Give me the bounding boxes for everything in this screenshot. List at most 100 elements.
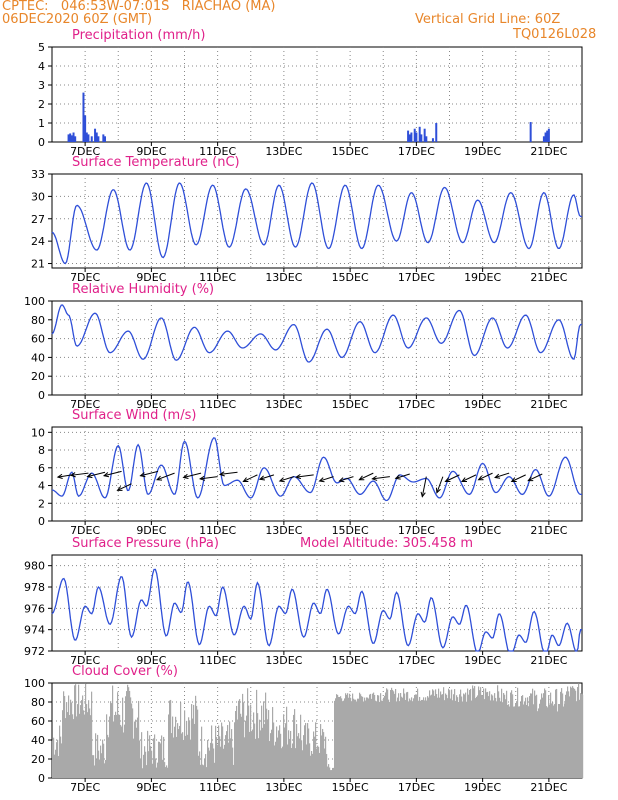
panel-6-cloud-bar	[531, 693, 533, 778]
panel-6-cloud-bar	[557, 711, 559, 778]
panel-6-cloud-bar	[112, 685, 114, 778]
panel-4-wind-arrow	[461, 474, 477, 482]
panel-6-cloud-bar	[514, 706, 516, 778]
panel-1-precip-bar	[407, 130, 410, 142]
panel-6-cloud-bar	[158, 741, 160, 778]
panel-5-title: Surface Pressure (hPa)	[72, 536, 219, 551]
panel-6-cloud-bar	[292, 743, 294, 778]
panel-6-cloud-bar	[124, 724, 126, 778]
panel-6-cloud-bar	[386, 688, 388, 778]
panel-6-cloud-bar	[408, 701, 410, 778]
panel-6-cloud-bar	[215, 725, 217, 778]
panel-6-cloud-bar	[407, 691, 409, 778]
panel-3-series-line	[51, 304, 582, 363]
panel-4-ytick-label: 0	[38, 515, 45, 528]
panel-6-cloud-bar	[468, 694, 470, 778]
panel-6-cloud-bar	[77, 704, 79, 778]
panel-6-cloud-bar	[339, 696, 341, 778]
panel-2-series-line	[51, 182, 582, 265]
panel-6-cloud-bar	[365, 700, 367, 778]
panel-6-cloud-bar	[438, 688, 440, 778]
panel-6-cloud-bar	[203, 765, 205, 778]
panel-6-cloud-bar	[202, 764, 204, 778]
panel-1-ytick-label: 2	[38, 98, 45, 111]
panel-4-wind-arrow-head	[182, 473, 189, 480]
panel-3-xtick-label: 19DEC	[464, 398, 501, 411]
panel-6-cloud-bar	[285, 723, 287, 778]
panel-6-cloud-bar	[88, 700, 90, 778]
panel-6-cloud-bar	[478, 686, 480, 778]
panel-1-xtick-label: 11DEC	[199, 145, 236, 158]
panel-6-cloud-bar	[294, 709, 296, 778]
panel-6-cloud-bar	[186, 720, 188, 778]
panel-6-cloud-bar	[227, 725, 229, 778]
panel-6-cloud-bar	[422, 699, 424, 778]
panel-6-cloud-bar	[433, 690, 435, 778]
panel-6-cloud-bar	[221, 722, 223, 778]
panel-6-cloud-bar	[310, 755, 312, 778]
panel-6-cloud-bar	[570, 686, 572, 778]
panel-6-cloud-bar	[569, 696, 571, 778]
panel-6-cloud-bar	[473, 688, 475, 778]
panel-4-wind-arrow-head	[358, 475, 365, 481]
panel-1-ytick-label: 5	[38, 41, 45, 54]
panel-6-cloud-bar	[293, 714, 295, 778]
panel-6-cloud-bar	[235, 711, 237, 778]
panel-6-cloud-bar	[532, 688, 534, 778]
panel-6-cloud-bar	[469, 690, 471, 778]
panel-6-cloud-bar	[561, 688, 563, 778]
panel-1-precip-bar	[87, 134, 90, 142]
panel-6-cloud-bar	[480, 687, 482, 778]
panel-6-cloud-bar	[495, 697, 497, 778]
panel-6-cloud-bar	[230, 738, 232, 778]
panel-6-cloud-bar	[524, 701, 526, 778]
panel-6-cloud-bar	[133, 738, 135, 778]
panel-6-cloud-bar	[106, 714, 108, 778]
panel-6-cloud-bar	[374, 694, 376, 778]
panel-6-cloud-bar	[251, 731, 253, 778]
panel-6-cloud-bar	[410, 700, 412, 778]
panel-6-cloud-bar	[460, 689, 462, 778]
panel-6-cloud-bar	[400, 693, 402, 778]
panel-6-cloud-bar	[283, 714, 285, 778]
panel-4-xtick-label: 17DEC	[398, 524, 435, 537]
panel-2-frame	[51, 173, 583, 269]
panel-6-cloud-bar	[372, 693, 374, 778]
panel-2-xtick-label: 7DEC	[70, 271, 100, 284]
panel-6-cloud-bar	[99, 759, 101, 778]
panel-4-wind-arrow-head	[318, 477, 325, 483]
panel-6-cloud-bar	[96, 759, 98, 778]
panel-6-cloud-bar	[432, 689, 434, 778]
panel-6-cloud-bar	[390, 690, 392, 778]
panel-6-cloud-bar	[388, 699, 390, 778]
panel-6-cloud-bar	[100, 745, 102, 778]
panel-6-cloud-bar	[254, 723, 256, 778]
panel-6-cloud-bar	[419, 696, 421, 778]
panel-6-cloud-bar	[135, 719, 137, 778]
panel-6-cloud-bar	[166, 765, 168, 778]
panel-6-cloud-bar	[116, 714, 118, 778]
panel-6-cloud-bar	[84, 714, 86, 778]
panel-6-cloud-bar	[170, 699, 172, 778]
panel-6-cloud-bar	[370, 693, 372, 778]
panel-4-xtick-label: 7DEC	[70, 524, 100, 537]
panel-6-cloud-bar	[520, 702, 522, 778]
panel-6-cloud-bar	[420, 700, 422, 778]
panel-6-cloud-bar	[563, 706, 565, 778]
panel-6-cloud-bar	[73, 719, 75, 778]
panel-6-cloud-bar	[484, 699, 486, 778]
panel-4-xtick-label: 15DEC	[332, 524, 369, 537]
panel-6-cloud-bar	[162, 759, 164, 778]
panel-6-cloud-bar	[455, 700, 457, 778]
panel-6-cloud-bar	[459, 694, 461, 778]
panel-6-cloud-bar	[245, 720, 247, 778]
panel-1-precip-bar	[97, 136, 100, 142]
panel-6-cloud-bar	[303, 735, 305, 778]
panel-6-cloud-bar	[256, 689, 258, 778]
panel-1-precip-bar	[67, 134, 70, 142]
panel-6-cloud-bar	[491, 694, 493, 778]
panel-6-cloud-bar	[231, 729, 233, 778]
panel-6-cloud-bar	[219, 736, 221, 778]
panel-2-xtick-label: 15DEC	[332, 271, 369, 284]
panel-4-ytick-label: 6	[38, 462, 45, 475]
